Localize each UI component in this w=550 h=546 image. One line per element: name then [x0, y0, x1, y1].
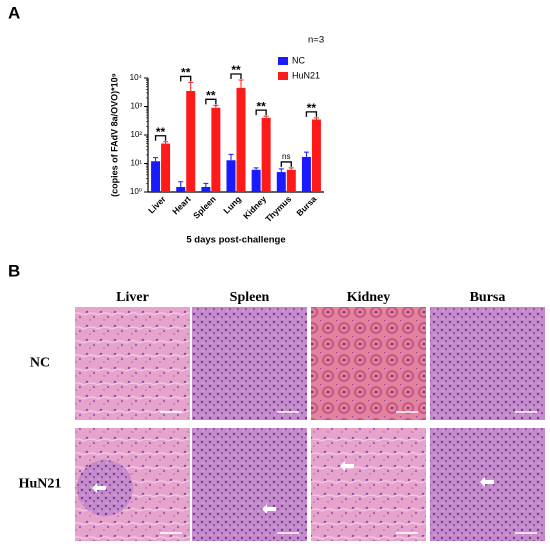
- arrow: [92, 483, 106, 493]
- histology-grid: Liver Spleen Kidney Bursa NC HuN21: [19, 290, 545, 541]
- column-header: Spleen: [230, 290, 270, 305]
- bar: [201, 186, 211, 192]
- significance-bracket: [154, 135, 167, 141]
- legend-label: NC: [292, 55, 305, 65]
- error-bar: [178, 181, 184, 187]
- x-tick-label: Spleen: [191, 194, 218, 221]
- significance-bracket: [305, 111, 318, 117]
- significance-label: **: [181, 66, 191, 80]
- error-bar: [203, 182, 209, 187]
- bar: [151, 161, 161, 192]
- chart: 10⁰ 10¹ 10² 10³ 10⁴ (copies of FAdV 8a/OVO)*1…: [109, 35, 324, 246]
- significance-bracket: [230, 73, 242, 80]
- x-axis-label: 5 days post-challenge: [186, 235, 285, 246]
- error-bar: [213, 104, 219, 108]
- bar: [286, 169, 296, 192]
- y-tick-label: 10⁴: [130, 73, 143, 82]
- arrow: [340, 461, 354, 471]
- significance-bracket: [205, 98, 217, 105]
- annotation: n=3: [308, 35, 324, 46]
- error-bar: [253, 167, 259, 170]
- histology-image: [192, 428, 307, 541]
- bar: [186, 90, 196, 192]
- error-bar: [238, 79, 244, 88]
- row-label: HuN21: [19, 477, 62, 492]
- bar: [176, 186, 186, 192]
- bar: [211, 107, 221, 192]
- histology-image: [430, 307, 545, 420]
- significance-label: **: [307, 101, 317, 115]
- panel-label: B: [8, 261, 20, 280]
- bar: [276, 172, 286, 192]
- significance-bracket: [280, 161, 292, 167]
- y-tick-label: 10³: [130, 102, 142, 111]
- significance-label: **: [256, 99, 266, 113]
- column-header: Liver: [116, 290, 149, 305]
- y-axis-label: (copies of FAdV 8a/OVO)*10⁹: [109, 73, 119, 197]
- bar: [251, 169, 261, 192]
- x-tick-label: Bursa: [294, 194, 318, 218]
- x-tick-label: Lung: [221, 194, 243, 216]
- legend-label: HuN21: [292, 70, 320, 80]
- significance-label: ns: [282, 152, 290, 161]
- x-tick-label: Thymus: [263, 194, 293, 224]
- panel-label: A: [8, 3, 20, 22]
- bar: [261, 117, 271, 192]
- y-tick-label: 10⁰: [130, 187, 142, 196]
- bar: [226, 160, 236, 192]
- error-bar: [263, 115, 269, 118]
- y-tick-label: 10²: [130, 130, 142, 139]
- x-tick-label: Heart: [170, 194, 193, 217]
- bar: [311, 119, 321, 192]
- significance-label: **: [156, 125, 166, 139]
- histology-image: [311, 428, 426, 541]
- significance-bracket: [180, 75, 192, 82]
- histology-image: [430, 428, 545, 541]
- legend-swatch: [278, 72, 288, 80]
- error-bar: [288, 167, 294, 170]
- error-bar: [153, 157, 159, 162]
- error-bar: [278, 168, 284, 173]
- error-bar: [228, 153, 234, 161]
- error-bar: [313, 117, 319, 120]
- bar: [236, 87, 246, 192]
- column-header: Bursa: [470, 290, 506, 305]
- arrow: [262, 504, 276, 514]
- histology-image: [75, 307, 190, 420]
- histology-image: [311, 307, 426, 420]
- error-bar: [303, 151, 309, 157]
- y-tick-label: 10¹: [130, 159, 142, 168]
- bar: [161, 143, 171, 192]
- error-bar: [188, 81, 194, 91]
- x-tick-label: Liver: [146, 193, 168, 215]
- column-header: Kidney: [347, 290, 391, 305]
- arrow: [480, 477, 494, 487]
- significance-bracket: [255, 109, 267, 116]
- error-bar: [163, 141, 169, 144]
- row-label: NC: [30, 356, 50, 371]
- significance-label: **: [206, 88, 216, 102]
- bar: [301, 156, 311, 192]
- significance-label: **: [231, 63, 241, 77]
- legend-swatch: [278, 57, 288, 65]
- histology-image: [192, 307, 307, 420]
